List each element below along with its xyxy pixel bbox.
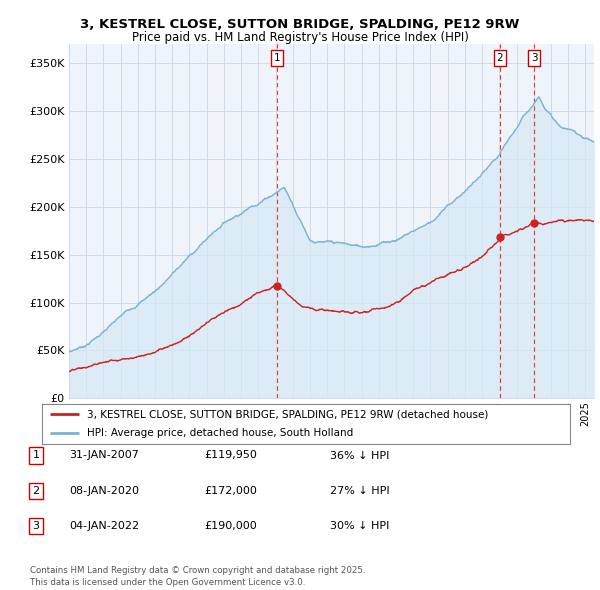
Text: 04-JAN-2022: 04-JAN-2022 <box>69 522 139 531</box>
Text: £190,000: £190,000 <box>204 522 257 531</box>
Text: 2: 2 <box>32 486 40 496</box>
Text: 3, KESTREL CLOSE, SUTTON BRIDGE, SPALDING, PE12 9RW: 3, KESTREL CLOSE, SUTTON BRIDGE, SPALDIN… <box>80 18 520 31</box>
Text: 1: 1 <box>32 451 40 460</box>
Text: £172,000: £172,000 <box>204 486 257 496</box>
Text: HPI: Average price, detached house, South Holland: HPI: Average price, detached house, Sout… <box>87 428 353 438</box>
Text: 36% ↓ HPI: 36% ↓ HPI <box>330 451 389 460</box>
Text: Price paid vs. HM Land Registry's House Price Index (HPI): Price paid vs. HM Land Registry's House … <box>131 31 469 44</box>
Text: 3: 3 <box>531 53 538 63</box>
Text: £119,950: £119,950 <box>204 451 257 460</box>
Text: Contains HM Land Registry data © Crown copyright and database right 2025.
This d: Contains HM Land Registry data © Crown c… <box>30 566 365 587</box>
Text: 30% ↓ HPI: 30% ↓ HPI <box>330 522 389 531</box>
Text: 2: 2 <box>497 53 503 63</box>
Text: 3, KESTREL CLOSE, SUTTON BRIDGE, SPALDING, PE12 9RW (detached house): 3, KESTREL CLOSE, SUTTON BRIDGE, SPALDIN… <box>87 409 488 419</box>
Text: 1: 1 <box>274 53 280 63</box>
Text: 27% ↓ HPI: 27% ↓ HPI <box>330 486 389 496</box>
Text: 31-JAN-2007: 31-JAN-2007 <box>69 451 139 460</box>
Text: 08-JAN-2020: 08-JAN-2020 <box>69 486 139 496</box>
Text: 3: 3 <box>32 522 40 531</box>
